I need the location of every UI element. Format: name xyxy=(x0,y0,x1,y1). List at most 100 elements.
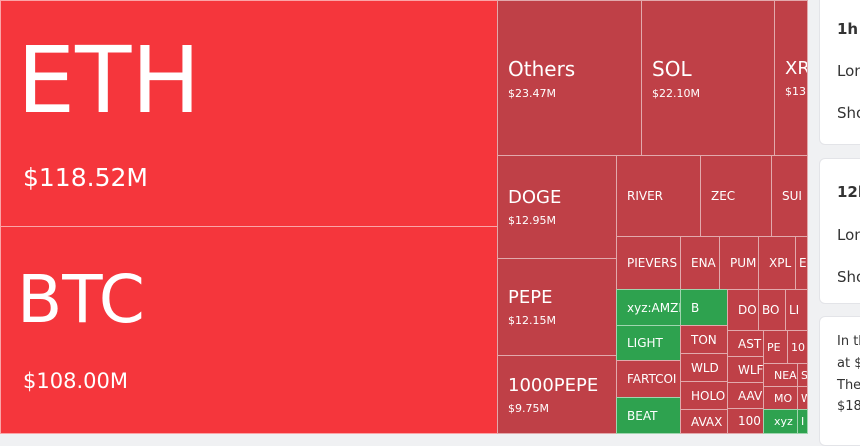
tile[interactable]: xyz:AMZN xyxy=(616,289,681,326)
tile[interactable]: RIVER xyxy=(616,155,701,237)
card-text: at $ xyxy=(837,356,860,371)
tile[interactable]: SUI xyxy=(771,155,808,237)
tile-label: I xyxy=(801,415,805,428)
tile[interactable]: PIEVERS xyxy=(616,236,681,290)
tile-label: BEAT xyxy=(627,408,658,423)
tile-value: $22.10M xyxy=(652,86,700,100)
tile-label: PE xyxy=(767,340,781,354)
tile[interactable]: 1000PEPE $9.75M xyxy=(497,355,617,434)
tile[interactable]: ETH $118.52M xyxy=(0,0,498,227)
tile[interactable]: ZEC xyxy=(700,155,772,237)
tile[interactable]: XR $13. xyxy=(774,0,808,156)
tile-label: AAV xyxy=(738,388,763,403)
tile-label: xyz xyxy=(774,415,793,428)
tile[interactable]: E xyxy=(795,236,808,290)
tile-label: SUI xyxy=(782,189,802,203)
tile[interactable]: PE xyxy=(763,330,788,364)
card-title: 12h xyxy=(837,183,860,201)
tile-label: 1000PEPE xyxy=(508,374,599,396)
tile-label: ENA xyxy=(691,256,716,270)
tile-value: $23.47M xyxy=(508,86,556,100)
tile[interactable]: FARTCOI xyxy=(616,360,681,398)
card-text: The xyxy=(837,378,860,393)
tile[interactable]: BEAT xyxy=(616,397,681,434)
tile-label: LIGHT xyxy=(627,336,663,350)
tile[interactable]: PUM xyxy=(719,236,759,290)
tile[interactable]: XPL xyxy=(758,236,796,290)
tile-label: AST xyxy=(738,336,762,351)
tile-value: $12.95M xyxy=(508,214,556,227)
tile[interactable]: WLF xyxy=(727,356,764,383)
tile-label: S xyxy=(801,368,808,382)
tile[interactable]: S xyxy=(797,363,808,387)
tile[interactable]: BTC $108.00M xyxy=(0,226,498,434)
tile[interactable]: DOGE $12.95M xyxy=(497,155,617,259)
tile-label: PEPE xyxy=(508,287,553,308)
tile-label: B xyxy=(691,300,700,315)
tile-label: PIEVERS xyxy=(627,256,678,270)
tile-label: WLF xyxy=(738,362,764,377)
tile-label: XR xyxy=(785,58,808,79)
tile-label: DOGE xyxy=(508,187,562,208)
tile-label: WLD xyxy=(691,360,719,375)
card: In th at $ The $18 xyxy=(819,316,860,446)
tile-label: PUM xyxy=(730,256,757,270)
tile-label: RIVER xyxy=(627,189,664,203)
tile[interactable]: DO xyxy=(727,289,759,331)
tile-label: ZEC xyxy=(711,189,736,203)
tile[interactable]: AVAX xyxy=(680,409,728,434)
tile[interactable]: SOL $22.10M xyxy=(641,0,775,156)
tile-value: $13. xyxy=(785,85,808,98)
tile[interactable]: MO xyxy=(763,386,798,410)
card: 12h Lon Sho xyxy=(819,158,860,304)
card-text: $18 xyxy=(837,399,860,414)
tile[interactable]: NEA xyxy=(763,363,798,387)
card-row: Sho xyxy=(837,268,860,286)
tile[interactable]: ENA xyxy=(680,236,720,290)
tile[interactable]: HOLO xyxy=(680,381,728,410)
tile[interactable]: BO xyxy=(758,289,786,331)
tile-label: W xyxy=(801,392,807,405)
tile[interactable]: AST xyxy=(727,330,764,357)
tile[interactable]: LIGHT xyxy=(616,325,681,361)
tile-label: NEA xyxy=(774,368,797,382)
tile-label: MO xyxy=(774,391,793,405)
tile[interactable]: Others $23.47M xyxy=(497,0,642,156)
tile[interactable]: xyz xyxy=(763,409,798,434)
tile-label: HOLO xyxy=(691,388,726,403)
tile[interactable]: LI xyxy=(785,289,808,331)
tile[interactable]: AAV xyxy=(727,382,764,409)
tile-label: Others xyxy=(508,56,576,81)
tile[interactable]: WLD xyxy=(680,353,728,382)
tile-label: FARTCOI xyxy=(627,372,677,386)
tile[interactable]: TON xyxy=(680,325,728,354)
tile[interactable]: 10 xyxy=(787,330,808,364)
card-text: In th xyxy=(837,334,860,349)
card-row: Lon xyxy=(837,62,860,80)
tile-label: 100 xyxy=(738,414,761,428)
tile-value: $12.15M xyxy=(508,314,556,327)
card-title: 1h xyxy=(837,20,859,38)
tile-label: SOL xyxy=(652,56,692,81)
tile-label: DO xyxy=(738,303,757,317)
tile-value: $118.52M xyxy=(23,163,148,192)
tile-label: LI xyxy=(789,303,800,317)
tile-label: ETH xyxy=(17,27,201,134)
tile-label: E xyxy=(799,256,807,270)
tile[interactable]: I xyxy=(797,409,808,434)
tile[interactable]: 100 xyxy=(727,408,764,434)
tile[interactable]: W xyxy=(797,386,808,410)
tile-label: XPL xyxy=(769,256,792,270)
tile-value: $9.75M xyxy=(508,401,549,415)
tile-label: AVAX xyxy=(691,414,723,429)
tile-label: BTC xyxy=(17,261,145,338)
tile-label: TON xyxy=(691,332,717,347)
card: 1h Lon Sho xyxy=(819,0,860,145)
tile[interactable]: PEPE $12.15M xyxy=(497,258,617,356)
card-row: Sho xyxy=(837,104,860,122)
card-row: Lon xyxy=(837,226,860,244)
tile-value: $108.00M xyxy=(23,369,128,393)
tile[interactable]: B xyxy=(680,289,728,326)
tile-label: xyz:AMZN xyxy=(627,300,680,315)
